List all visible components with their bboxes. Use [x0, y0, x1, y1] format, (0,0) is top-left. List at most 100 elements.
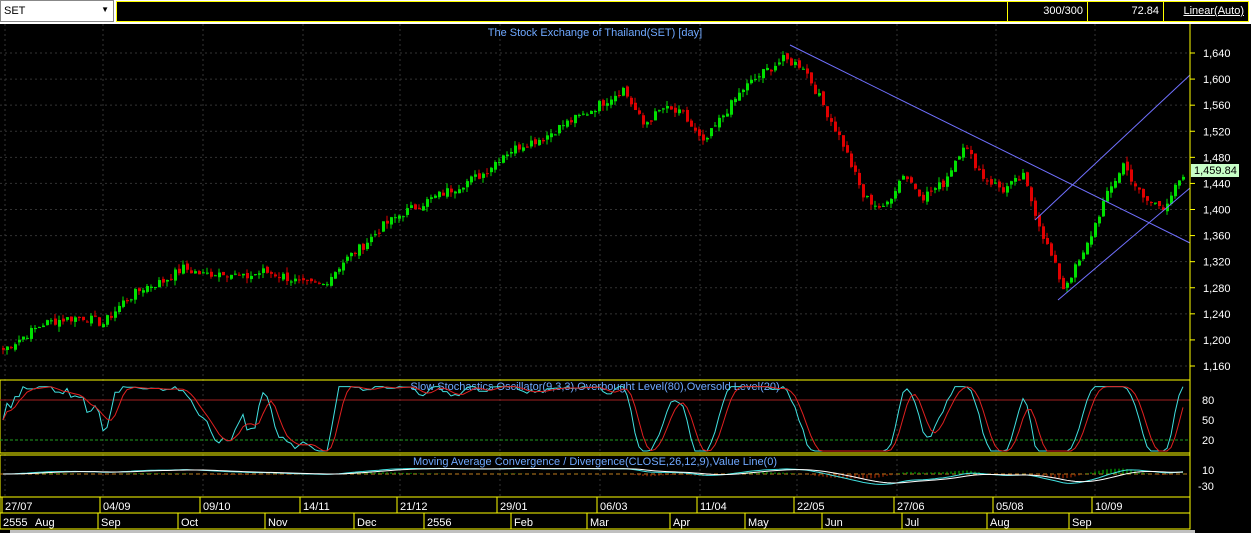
candle-body — [474, 174, 477, 177]
candle-body — [1046, 238, 1049, 244]
candle-body — [314, 281, 317, 283]
candle-body — [746, 83, 749, 91]
candle-body — [378, 232, 381, 234]
candle-body — [422, 206, 425, 211]
candle — [346, 254, 349, 264]
candle-body — [98, 317, 101, 326]
candle — [1182, 174, 1185, 181]
candle — [898, 179, 901, 194]
candle — [1170, 191, 1173, 206]
candle-body — [1022, 172, 1025, 180]
channel-lower-line[interactable] — [1057, 187, 1191, 301]
candle-body — [302, 278, 305, 281]
candle-body — [1130, 169, 1133, 182]
candle-body — [938, 182, 941, 190]
candle-body — [654, 111, 657, 121]
candle — [70, 316, 73, 325]
candle-body — [374, 234, 377, 236]
candle — [690, 118, 693, 127]
candle-body — [106, 315, 109, 325]
candle — [294, 274, 297, 285]
candle-body — [298, 279, 301, 281]
horizontal-scrollbar[interactable] — [10, 530, 1195, 533]
candle — [546, 131, 549, 145]
candle — [530, 135, 533, 149]
candle-body — [1086, 242, 1089, 255]
symbol-select[interactable]: SET ▼ — [0, 0, 114, 22]
candle — [922, 192, 925, 204]
candle-body — [210, 271, 213, 277]
candle — [34, 324, 37, 333]
candle-body — [94, 315, 97, 317]
candle-body — [526, 146, 529, 148]
candle — [1078, 259, 1081, 267]
candle-body — [706, 138, 709, 140]
candle-body — [990, 179, 993, 185]
candle — [94, 310, 97, 318]
candle — [262, 264, 265, 279]
candle — [286, 267, 289, 286]
candle — [90, 313, 93, 327]
candle-body — [190, 270, 193, 274]
candle — [890, 198, 893, 208]
candle-body — [982, 169, 985, 179]
candle — [246, 269, 249, 284]
candle — [1058, 263, 1061, 283]
month-label: Apr — [673, 517, 690, 529]
candle — [926, 186, 929, 205]
candle-body — [966, 147, 969, 149]
candle — [354, 251, 357, 257]
candle — [518, 142, 521, 153]
candle — [1150, 201, 1153, 207]
date-label: 05/08 — [996, 501, 1024, 513]
candle — [718, 114, 721, 132]
candle-body — [694, 127, 697, 131]
candle-body — [678, 109, 681, 114]
candle-body — [598, 101, 601, 112]
month-label: Sep — [1072, 517, 1092, 529]
candle — [942, 178, 945, 191]
month-label: Feb — [514, 517, 533, 529]
candle — [1054, 250, 1057, 264]
candle — [126, 297, 129, 304]
channel-upper-line[interactable] — [1034, 74, 1191, 221]
downtrend-line[interactable] — [789, 44, 1191, 244]
candle — [102, 322, 105, 328]
candle — [830, 113, 833, 127]
candle-body — [830, 118, 833, 122]
chevron-down-icon[interactable]: ▼ — [101, 5, 109, 14]
candle — [858, 168, 861, 189]
candle-body — [1042, 226, 1045, 239]
macd-line — [2, 467, 1184, 485]
candle-body — [674, 107, 677, 113]
candle-body — [174, 269, 177, 281]
scale-mode-button[interactable]: Linear(Auto) — [1163, 2, 1248, 21]
candle — [394, 213, 397, 223]
candle-body — [742, 89, 745, 93]
candle-body — [774, 65, 777, 71]
candle — [310, 278, 313, 284]
candle-body — [906, 176, 909, 180]
candle-body — [1078, 260, 1081, 266]
candle-body — [814, 84, 817, 94]
candle-body — [1090, 236, 1093, 245]
candle — [1074, 262, 1077, 283]
candle — [566, 118, 569, 129]
candle — [934, 186, 937, 194]
date-label: 06/03 — [600, 501, 628, 513]
candle — [366, 238, 369, 251]
candle-body — [90, 315, 93, 324]
candle-body — [14, 344, 17, 350]
chart-area[interactable]: The Stock Exchange of Thailand(SET) [day… — [0, 24, 1251, 533]
trend-lines[interactable] — [789, 44, 1191, 301]
candle — [466, 178, 469, 193]
candle-body — [86, 321, 89, 323]
candle — [1098, 215, 1101, 227]
candles — [2, 51, 1185, 355]
candle-body — [114, 311, 117, 318]
candle — [622, 86, 625, 97]
candle — [738, 88, 741, 101]
candle — [22, 336, 25, 343]
candle-body — [142, 290, 145, 293]
candle-body — [458, 189, 461, 194]
